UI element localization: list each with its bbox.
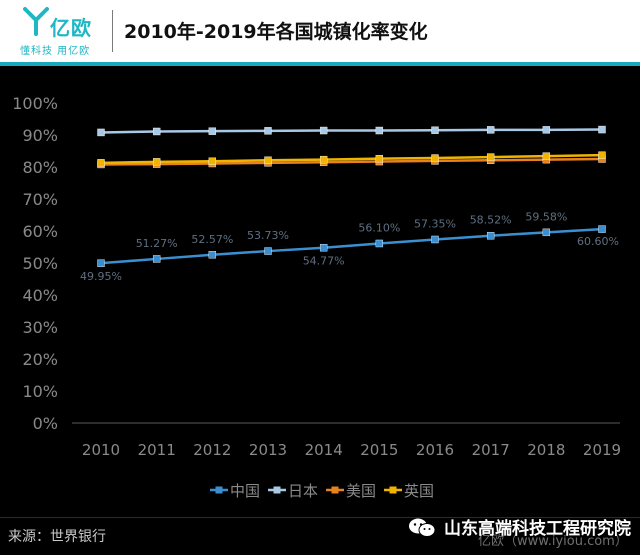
legend-label: 美国 — [346, 482, 376, 500]
x-tick-label: 2018 — [527, 441, 565, 459]
urbanization-line-chart: 0% 10% 20% 30% 40% 50% 60% 70% 80% 90% 100% 2010 201… — [12, 94, 621, 500]
legend-swatch-marker — [215, 486, 223, 494]
header-banner: 亿欧 懂科技 用亿欧 2010年-2019年各国城镇化率变化 — [0, 0, 640, 62]
data-label: 56.10% — [358, 221, 400, 234]
data-point-marker — [431, 154, 439, 162]
data-point-marker — [152, 255, 161, 263]
wechat-icon — [409, 518, 436, 537]
x-tick-label: 2017 — [472, 441, 510, 459]
y-tick-label: 60% — [22, 222, 58, 241]
data-label: 51.27% — [136, 237, 178, 250]
data-label: 58.52% — [470, 214, 512, 227]
data-point-marker — [486, 153, 495, 161]
watermark: 亿欧（www.iyiou.com） — [478, 534, 628, 549]
y-tick-label: 70% — [22, 190, 58, 209]
data-point-marker — [152, 127, 161, 136]
source-note: 来源：世界银行 — [8, 529, 106, 545]
data-point-marker — [208, 157, 217, 165]
y-tick-label: 100% — [12, 94, 58, 113]
data-label: 52.57% — [191, 233, 233, 246]
data-point-marker — [97, 128, 105, 137]
y-tick-label: 0% — [33, 414, 58, 433]
series-line-0 — [100, 227, 603, 265]
data-point-marker — [542, 152, 551, 160]
data-point-marker — [375, 239, 384, 248]
legend-swatch-marker — [331, 486, 339, 494]
account-name: 山东高端科技工程研究院 — [444, 519, 631, 539]
y-tick-label: 50% — [22, 254, 58, 273]
data-point-marker — [264, 127, 272, 135]
series-line-3 — [100, 153, 603, 165]
data-label: 53.73% — [247, 229, 289, 242]
data-point-marker — [97, 159, 105, 167]
data-point-marker — [375, 154, 384, 163]
x-tick-label: 2010 — [82, 441, 120, 459]
data-point-marker — [598, 225, 606, 233]
legend-swatch-marker — [273, 486, 281, 494]
x-tick-label: 2011 — [138, 441, 176, 459]
data-label: 54.77% — [303, 255, 345, 268]
legend-swatch-marker — [389, 486, 397, 494]
series-line-2 — [100, 157, 603, 166]
data-point-marker — [97, 259, 105, 267]
legend-label: 日本 — [288, 482, 318, 500]
data-point-marker — [319, 126, 328, 135]
y-tick-label: 10% — [22, 382, 58, 401]
data-label: 49.95% — [80, 270, 122, 283]
y-tick-label: 90% — [22, 126, 58, 145]
page-title: 2010年-2019年各国城镇化率变化 — [124, 21, 428, 43]
header-divider — [112, 10, 113, 52]
brand-name: 亿欧 — [50, 16, 92, 40]
data-point-marker — [319, 244, 328, 252]
data-label: 60.60% — [577, 235, 619, 248]
x-tick-label: 2013 — [249, 441, 287, 459]
data-point-marker — [431, 235, 439, 244]
x-tick-label: 2015 — [360, 441, 398, 459]
data-point-marker — [264, 156, 272, 164]
data-point-marker — [542, 126, 551, 134]
data-point-marker — [264, 247, 272, 255]
y-tick-label: 30% — [22, 318, 58, 337]
data-point-marker — [486, 232, 495, 240]
y-tick-label: 80% — [22, 158, 58, 177]
legend-label: 英国 — [404, 482, 434, 500]
data-point-marker — [208, 127, 217, 135]
data-point-marker — [598, 151, 606, 159]
data-point-marker — [598, 125, 606, 134]
data-point-marker — [486, 126, 495, 134]
data-point-marker — [152, 158, 161, 166]
data-point-marker — [542, 228, 551, 237]
data-point-marker — [319, 155, 328, 164]
data-point-marker — [375, 126, 384, 135]
x-tick-label: 2019 — [583, 441, 621, 459]
y-tick-label: 40% — [22, 286, 58, 305]
data-label: 59.58% — [525, 210, 567, 223]
brand-slogan: 懂科技 用亿欧 — [20, 46, 91, 57]
legend-label: 中国 — [230, 482, 260, 500]
accent-bar — [0, 62, 640, 66]
series-line-1 — [100, 128, 603, 134]
x-tick-label: 2012 — [193, 441, 231, 459]
footer-divider — [0, 517, 640, 518]
y-tick-label: 20% — [22, 350, 58, 369]
x-tick-label: 2014 — [305, 441, 343, 459]
data-label: 57.35% — [414, 217, 456, 230]
data-point-marker — [208, 251, 217, 259]
data-point-marker — [431, 126, 439, 134]
yiou-logo-icon — [23, 7, 49, 36]
x-tick-label: 2016 — [416, 441, 454, 459]
